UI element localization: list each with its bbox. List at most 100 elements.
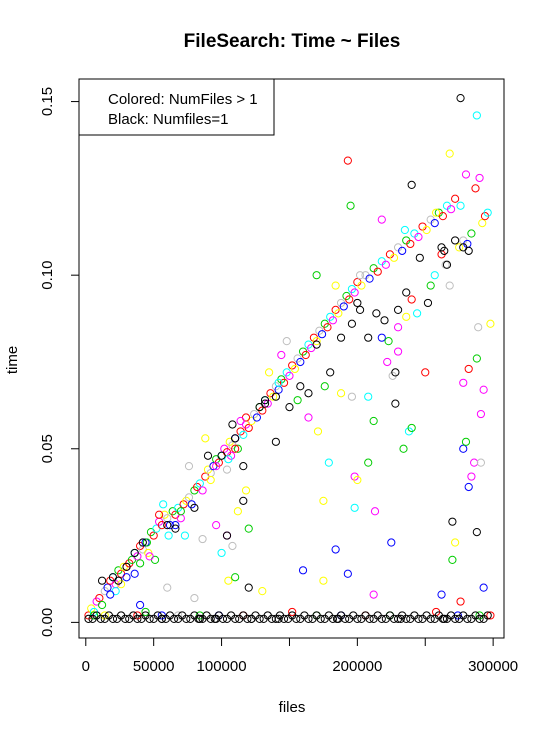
data-point-colored xyxy=(365,274,374,283)
x-tick-label: 100000 xyxy=(197,658,247,675)
data-point-colored xyxy=(258,587,267,596)
y-tick-label: 0.05 xyxy=(39,434,56,463)
data-point-colored xyxy=(176,507,185,516)
data-point-black xyxy=(274,614,283,624)
data-point-colored xyxy=(301,350,310,360)
y-axis: 0.00 0.05 0.10 0.15 xyxy=(39,87,80,637)
data-point-colored xyxy=(269,392,278,401)
data-point-black xyxy=(133,614,142,624)
data-point-colored xyxy=(486,319,495,328)
data-point-colored xyxy=(141,607,150,617)
data-point-colored xyxy=(451,538,460,547)
data-point-colored xyxy=(459,444,468,453)
data-point-black xyxy=(464,246,473,255)
data-point-black xyxy=(292,614,301,624)
data-point-colored xyxy=(331,281,340,290)
data-point-black xyxy=(347,319,357,328)
data-point-black xyxy=(97,576,107,585)
data-point-colored xyxy=(412,309,422,318)
data-point-colored xyxy=(426,281,435,290)
data-point-black xyxy=(336,333,346,342)
data-point-colored xyxy=(130,569,139,578)
y-tick-label: 0.10 xyxy=(39,261,56,290)
data-point-colored xyxy=(339,302,348,311)
data-point-black xyxy=(456,93,465,103)
data-point-colored xyxy=(432,208,441,217)
data-point-colored xyxy=(483,208,492,217)
data-point-black xyxy=(260,399,270,408)
data-point-colored xyxy=(346,201,355,210)
data-point-colored xyxy=(331,545,340,554)
data-point-colored xyxy=(471,184,480,193)
data-point-colored xyxy=(421,368,430,377)
data-point-colored xyxy=(464,364,473,374)
data-point-colored xyxy=(364,392,373,401)
data-point-black xyxy=(472,528,481,537)
data-point-black xyxy=(377,614,386,624)
x-axis-label: files xyxy=(279,699,306,716)
data-point-black xyxy=(222,531,232,540)
data-point-colored xyxy=(279,378,289,387)
data-point-colored xyxy=(285,371,294,380)
data-point-black xyxy=(316,614,325,624)
data-point-black xyxy=(108,614,118,624)
data-point-colored xyxy=(430,218,439,228)
data-point-colored xyxy=(479,583,488,592)
data-point-colored xyxy=(414,232,423,242)
data-point-colored xyxy=(377,333,386,342)
data-point-black xyxy=(440,614,449,624)
data-point-colored xyxy=(328,316,338,325)
data-point-colored xyxy=(252,413,261,422)
data-point-black xyxy=(169,614,179,624)
data-point-colored xyxy=(241,486,251,495)
data-point-colored xyxy=(467,229,476,238)
data-point-colored xyxy=(290,364,299,374)
x-axis: 0 50000 100000 200000 300000 xyxy=(82,637,518,675)
data-point-colored xyxy=(320,382,329,391)
data-point-colored xyxy=(142,538,151,547)
data-point-colored xyxy=(472,354,481,363)
data-point-black xyxy=(182,614,191,624)
legend-box xyxy=(78,78,275,136)
data-point-black xyxy=(260,396,270,405)
data-point-black xyxy=(448,517,457,526)
data-point-black xyxy=(364,333,373,342)
data-point-black xyxy=(380,316,389,325)
data-point-black xyxy=(84,614,93,624)
data-point-black xyxy=(312,340,321,349)
data-point-colored xyxy=(144,548,153,558)
data-point-colored xyxy=(384,337,393,346)
data-point-colored xyxy=(406,239,415,249)
data-point-colored xyxy=(445,149,454,158)
data-point-black xyxy=(239,496,248,505)
legend: Colored: NumFiles > 1 Black: Numfiles=1 xyxy=(78,78,275,136)
data-point-colored xyxy=(198,534,207,544)
data-point-colored xyxy=(274,378,283,387)
x-tick-label: 300000 xyxy=(468,658,518,675)
y-tick-label: 0.15 xyxy=(39,87,56,116)
data-point-black xyxy=(279,614,289,624)
data-point-colored xyxy=(438,212,447,221)
data-point-colored xyxy=(212,521,221,530)
data-point-black xyxy=(393,305,403,314)
data-point-black xyxy=(353,298,362,308)
data-point-black xyxy=(228,420,237,429)
data-point-black xyxy=(463,614,472,624)
data-point-colored xyxy=(313,427,323,436)
data-point-colored xyxy=(233,507,242,516)
data-point-colored xyxy=(464,482,473,492)
data-point-colored xyxy=(145,552,154,561)
data-point-colored xyxy=(347,392,357,401)
data-point-colored xyxy=(304,413,313,422)
data-point-colored xyxy=(476,458,486,467)
data-point-black xyxy=(203,451,213,460)
data-point-colored xyxy=(195,479,204,488)
data-point-black xyxy=(391,368,400,377)
data-point-black xyxy=(365,614,374,624)
data-point-colored xyxy=(448,555,457,564)
data-point-colored xyxy=(402,312,411,321)
data-point-colored xyxy=(383,357,392,367)
data-point-colored xyxy=(336,389,346,398)
data-point-colored xyxy=(190,593,199,603)
data-point-colored xyxy=(393,347,403,356)
